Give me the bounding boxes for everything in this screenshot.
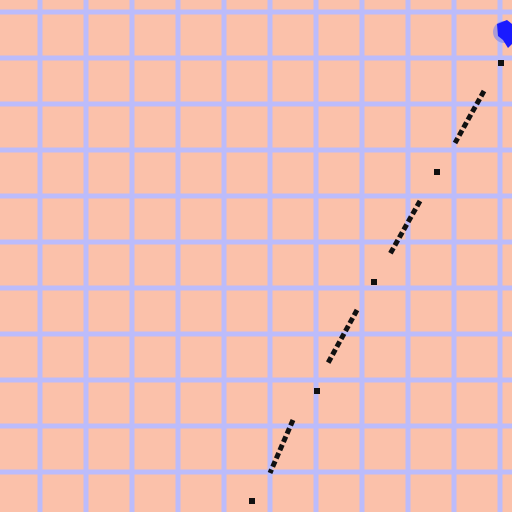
grid-horizontal-lines: [0, 9, 512, 475]
trail-dot-4: [314, 388, 320, 394]
grid-line-vertical-6: [267, 0, 273, 512]
trail-segment-3: [325, 308, 360, 365]
blue-blob-agent-icon[interactable]: [497, 20, 512, 48]
trail-segment-2: [387, 199, 423, 256]
trail-dot-1: [498, 60, 504, 66]
grid-line-horizontal-7: [0, 285, 512, 291]
trail-dot-5: [249, 498, 255, 504]
grid-line-horizontal-10: [0, 423, 512, 429]
grid-line-horizontal-5: [0, 193, 512, 199]
grid-line-horizontal-6: [0, 239, 512, 245]
grid-line-vertical-8: [359, 0, 365, 512]
grid-line-vertical-2: [83, 0, 89, 512]
grid-line-horizontal-11: [0, 469, 512, 475]
grid-line-vertical-11: [497, 0, 503, 512]
grid-line-vertical-1: [37, 0, 43, 512]
grid-line-vertical-5: [221, 0, 227, 512]
grid-line-vertical-4: [175, 0, 181, 512]
path-trail: [249, 60, 504, 504]
grid-line-horizontal-1: [0, 9, 512, 15]
grid-line-horizontal-9: [0, 377, 512, 383]
grid-line-vertical-9: [405, 0, 411, 512]
trail-dot-2: [434, 169, 440, 175]
trail-dot-3: [371, 279, 377, 285]
grid-line-vertical-7: [313, 0, 319, 512]
grid-line-horizontal-3: [0, 101, 512, 107]
grid-line-horizontal-4: [0, 147, 512, 153]
grid-line-vertical-10: [451, 0, 457, 512]
grid-vertical-lines: [37, 0, 503, 512]
grid-line-vertical-3: [129, 0, 135, 512]
trail-segment-1: [452, 89, 487, 145]
trail-segment-4: [267, 419, 296, 474]
agent-marker[interactable]: [493, 20, 512, 48]
grid-line-horizontal-2: [0, 55, 512, 61]
grid-line-horizontal-8: [0, 331, 512, 337]
